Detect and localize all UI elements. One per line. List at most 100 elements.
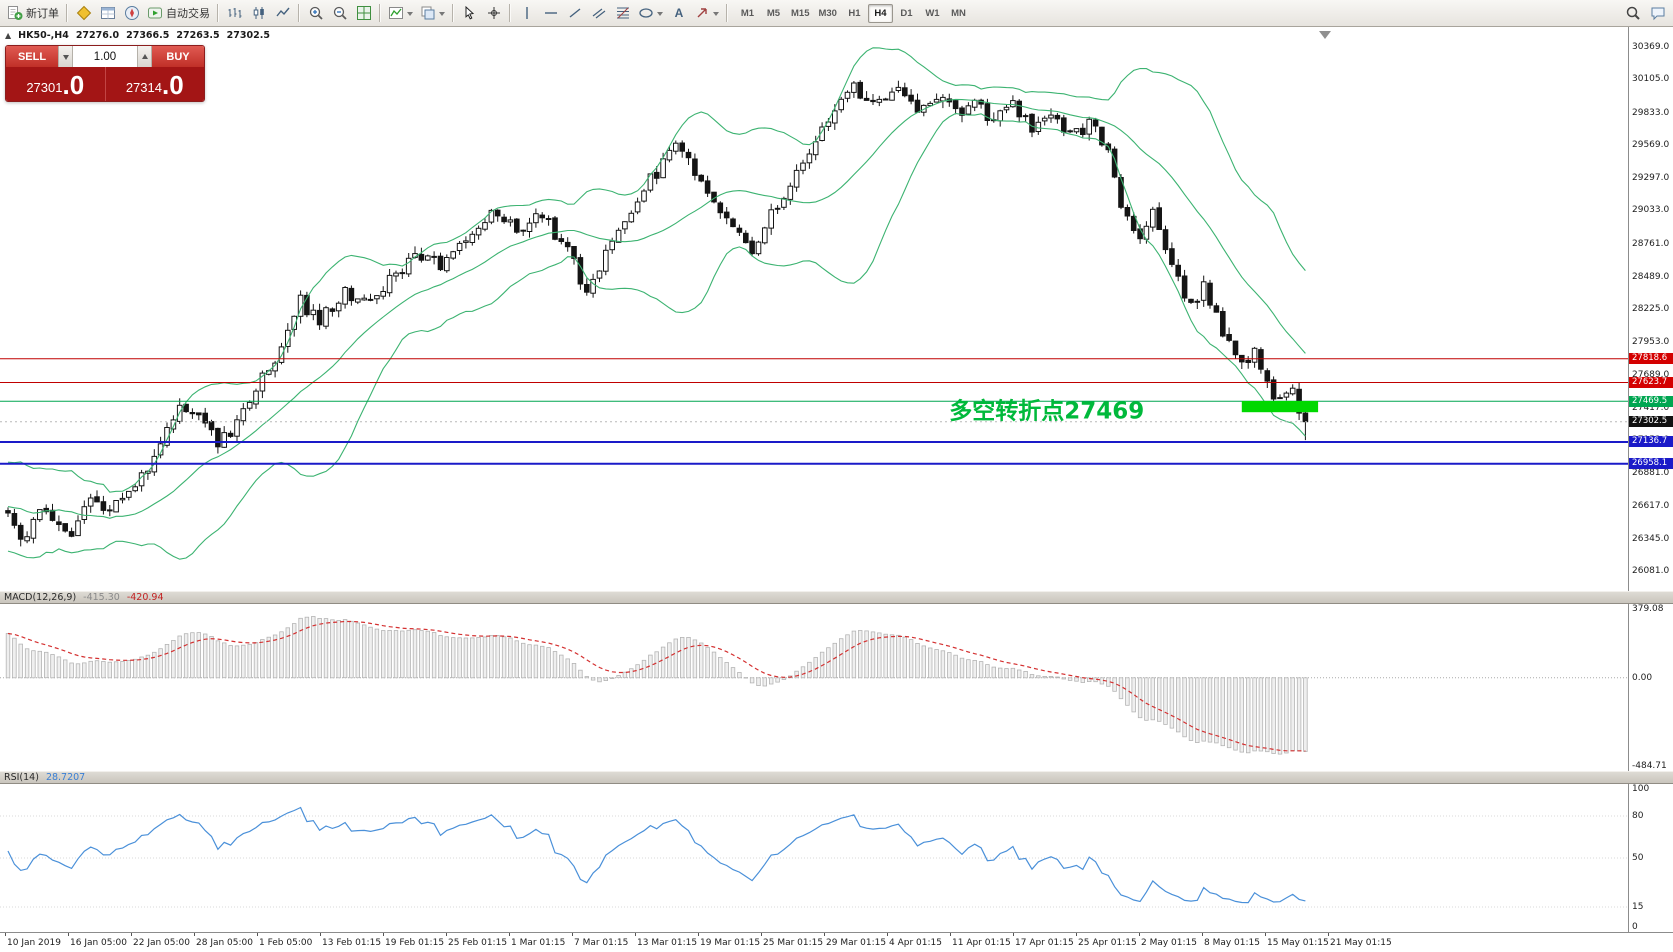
line-chart-button[interactable] bbox=[271, 2, 294, 24]
tile-windows-button[interactable] bbox=[352, 2, 375, 24]
time-axis-label: 17 Apr 01:15 bbox=[1015, 938, 1074, 948]
timeframe-mn[interactable]: MN bbox=[951, 7, 966, 19]
price-axis-label: 26081.0 bbox=[1632, 566, 1670, 576]
crosshair-button[interactable] bbox=[482, 2, 505, 24]
cursor-icon bbox=[465, 5, 474, 20]
timeframe-m5[interactable]: M5 bbox=[766, 7, 781, 19]
search-button[interactable] bbox=[1621, 2, 1644, 24]
price-marker: 27623.7 bbox=[1629, 376, 1673, 388]
time-axis-label: 13 Mar 01:15 bbox=[637, 938, 698, 948]
chat-button[interactable] bbox=[1646, 2, 1669, 24]
timeframe-m15[interactable]: M15 bbox=[791, 7, 810, 19]
toolbar-separator bbox=[66, 4, 68, 22]
macd-splitter[interactable]: MACD(12,26,9) -415.30 -420.94 bbox=[0, 591, 1673, 604]
new-order-button-label: 新订单 bbox=[26, 8, 59, 20]
rsi-axis-label: 15 bbox=[1632, 902, 1644, 912]
zoom-in-button[interactable] bbox=[304, 2, 327, 24]
cursor-button[interactable] bbox=[458, 2, 481, 24]
time-tick bbox=[257, 933, 258, 936]
macd-axis-label: -484.71 bbox=[1632, 761, 1667, 771]
time-axis-label: 29 Mar 01:15 bbox=[826, 938, 887, 948]
svg-text:A: A bbox=[674, 6, 683, 20]
trendline-button[interactable] bbox=[563, 2, 586, 24]
timeframe-d1[interactable]: D1 bbox=[900, 7, 913, 19]
volume-input[interactable]: 1.00 bbox=[73, 46, 137, 67]
zoom-out-button[interactable] bbox=[328, 2, 351, 24]
time-tick bbox=[194, 933, 195, 936]
text-label-button[interactable]: A bbox=[667, 2, 690, 24]
annotation-text[interactable]: 多空转折点27469 bbox=[949, 397, 1144, 424]
sell-price-main: 27301 bbox=[26, 80, 63, 95]
data-window-button[interactable] bbox=[96, 2, 119, 24]
arrows-button[interactable] bbox=[691, 2, 722, 24]
rsi-splitter[interactable]: RSI(14) 28.7207 bbox=[0, 771, 1673, 784]
crosshair-icon bbox=[487, 7, 500, 19]
fibonacci-icon bbox=[616, 7, 629, 19]
horizontal-level-lines[interactable] bbox=[0, 358, 1628, 465]
toolbar-right bbox=[1621, 2, 1669, 24]
tile-windows-icon bbox=[356, 6, 371, 20]
one-click-collapse-toggle[interactable]: ▲ bbox=[5, 31, 12, 40]
rsi-chart[interactable] bbox=[0, 784, 1628, 932]
macd-row: 379.08 0.00 -484.71 bbox=[0, 604, 1673, 771]
candlestick-chart[interactable]: 多空转折点27469 bbox=[0, 27, 1628, 591]
macd-panel[interactable] bbox=[0, 604, 1628, 771]
price-axis-label: 26617.0 bbox=[1632, 500, 1670, 511]
shapes-button[interactable] bbox=[635, 2, 666, 24]
time-tick bbox=[1328, 933, 1329, 936]
price-axis-label: 27417.0 bbox=[1632, 402, 1670, 413]
time-axis-label: 25 Apr 01:15 bbox=[1078, 938, 1137, 948]
sell-price[interactable]: 27301.0 bbox=[6, 67, 105, 101]
price-marker: 26958.1 bbox=[1629, 458, 1673, 470]
volume-decrease-button[interactable] bbox=[58, 46, 73, 67]
rsi-axis-label: 80 bbox=[1632, 811, 1644, 821]
data-window-icon bbox=[100, 7, 115, 19]
time-tick bbox=[509, 933, 510, 936]
market-watch-button[interactable] bbox=[72, 2, 95, 24]
indicators-icon bbox=[389, 7, 403, 19]
navigator-button[interactable] bbox=[120, 2, 143, 24]
vertical-line-button[interactable] bbox=[515, 2, 538, 24]
macd-chart[interactable] bbox=[0, 604, 1628, 771]
timeframe-m1[interactable]: M1 bbox=[740, 7, 755, 19]
bar-chart-icon bbox=[228, 8, 241, 18]
timeframe-h4[interactable]: H4 bbox=[867, 3, 893, 23]
chart-shift-marker[interactable] bbox=[1319, 31, 1331, 39]
bar-chart-button[interactable] bbox=[223, 2, 246, 24]
time-tick bbox=[824, 933, 825, 936]
price-axis-label: 27953.0 bbox=[1632, 337, 1670, 348]
macd-signal-value: -420.94 bbox=[126, 592, 164, 603]
timeframe-m30[interactable]: M30 bbox=[818, 7, 837, 19]
horizontal-line-button[interactable] bbox=[539, 2, 562, 24]
rsi-name: RSI(14) bbox=[4, 772, 39, 783]
autotrading-icon bbox=[148, 7, 162, 19]
equidistant-channel-button[interactable] bbox=[587, 2, 610, 24]
timeframe-w1[interactable]: W1 bbox=[925, 7, 940, 19]
buy-price-big-digits: .0 bbox=[161, 70, 184, 100]
price-divider bbox=[104, 67, 106, 101]
buy-price[interactable]: 27314.0 bbox=[106, 67, 205, 101]
time-axis-label: 21 May 01:15 bbox=[1330, 938, 1392, 948]
time-axis[interactable]: 10 Jan 2019 16 Jan 05:00 22 Jan 05:00 28 Ja… bbox=[0, 932, 1673, 952]
time-tick bbox=[572, 933, 573, 936]
rsi-value: 28.7207 bbox=[45, 772, 86, 783]
sell-button[interactable]: SELL bbox=[6, 46, 58, 67]
templates-button[interactable] bbox=[417, 2, 448, 24]
highlight-rectangle[interactable] bbox=[1241, 401, 1319, 413]
timeframe-h1[interactable]: H1 bbox=[848, 7, 861, 19]
new-order-button[interactable]: 新订单 bbox=[4, 2, 62, 24]
time-axis-label: 15 May 01:15 bbox=[1267, 938, 1329, 948]
autotrading-button[interactable]: 自动交易 bbox=[144, 2, 213, 24]
price-axis-label: 28761.0 bbox=[1632, 238, 1670, 249]
volume-increase-button[interactable] bbox=[137, 46, 152, 67]
rsi-row: 100 80 50 15 0 bbox=[0, 784, 1673, 932]
time-axis-label: 2 May 01:15 bbox=[1141, 938, 1197, 948]
fibonacci-button[interactable] bbox=[611, 2, 634, 24]
price-axis-label: 27689.0 bbox=[1632, 369, 1670, 380]
candlestick-chart-button[interactable] bbox=[247, 2, 270, 24]
rsi-panel[interactable] bbox=[0, 784, 1628, 932]
indicators-button[interactable] bbox=[385, 2, 416, 24]
main-chart[interactable]: 多空转折点27469 ▲ HK50-,H4 27276.0 27366.5 27… bbox=[0, 27, 1628, 591]
buy-button[interactable]: BUY bbox=[152, 46, 204, 67]
